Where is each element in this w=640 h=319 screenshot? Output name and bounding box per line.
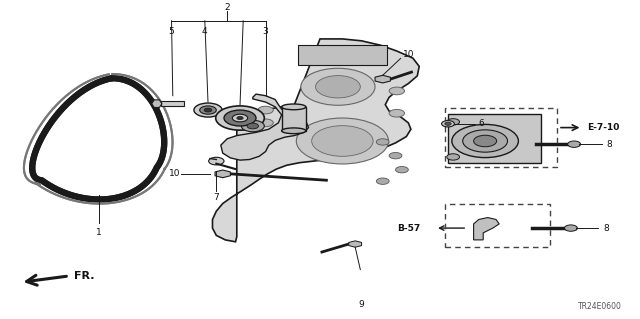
Text: 10: 10 <box>169 169 180 178</box>
Circle shape <box>389 109 404 117</box>
Circle shape <box>376 178 389 184</box>
Circle shape <box>463 130 508 152</box>
Circle shape <box>237 116 243 120</box>
Circle shape <box>445 122 451 125</box>
Circle shape <box>312 126 373 156</box>
Polygon shape <box>32 78 164 199</box>
Circle shape <box>216 106 264 130</box>
Circle shape <box>447 119 460 125</box>
Polygon shape <box>212 39 419 242</box>
Circle shape <box>224 110 256 126</box>
Circle shape <box>447 154 460 160</box>
Circle shape <box>232 114 248 122</box>
Text: 3: 3 <box>263 27 268 36</box>
Circle shape <box>258 106 273 114</box>
Polygon shape <box>375 75 390 83</box>
Bar <box>445 204 550 247</box>
Text: 9: 9 <box>359 300 364 309</box>
Text: 10: 10 <box>403 50 414 59</box>
Bar <box>445 108 557 167</box>
Circle shape <box>247 123 259 129</box>
Circle shape <box>209 157 224 165</box>
Circle shape <box>442 121 454 127</box>
Text: 5: 5 <box>169 27 174 36</box>
Circle shape <box>258 119 273 127</box>
Circle shape <box>389 87 404 95</box>
Bar <box>448 114 541 163</box>
Ellipse shape <box>282 128 306 134</box>
Circle shape <box>301 68 375 105</box>
Circle shape <box>452 124 518 158</box>
Circle shape <box>194 103 222 117</box>
Circle shape <box>204 108 212 112</box>
Polygon shape <box>349 241 362 247</box>
Circle shape <box>389 152 402 159</box>
Bar <box>161 101 184 106</box>
Bar <box>282 107 306 131</box>
Text: 8: 8 <box>603 224 609 233</box>
Circle shape <box>396 167 408 173</box>
Text: TR24E0600: TR24E0600 <box>579 302 622 311</box>
Circle shape <box>474 135 497 147</box>
Text: B-57: B-57 <box>397 224 420 233</box>
Circle shape <box>200 106 216 114</box>
Circle shape <box>241 120 264 132</box>
Text: 2: 2 <box>225 4 230 12</box>
Circle shape <box>564 225 577 231</box>
Text: 6: 6 <box>479 119 484 128</box>
Text: FR.: FR. <box>74 271 94 281</box>
Text: 7: 7 <box>214 193 219 202</box>
Circle shape <box>316 76 360 98</box>
Text: 1: 1 <box>97 228 102 237</box>
Text: 8: 8 <box>606 140 612 149</box>
Bar <box>298 45 387 65</box>
Text: 4: 4 <box>202 27 207 36</box>
Circle shape <box>376 139 389 145</box>
Ellipse shape <box>282 104 306 110</box>
Text: E-7-10: E-7-10 <box>588 123 620 132</box>
Polygon shape <box>221 94 308 160</box>
Polygon shape <box>474 218 499 240</box>
Polygon shape <box>152 100 162 108</box>
Circle shape <box>296 118 388 164</box>
Circle shape <box>568 141 580 147</box>
Polygon shape <box>215 170 230 178</box>
